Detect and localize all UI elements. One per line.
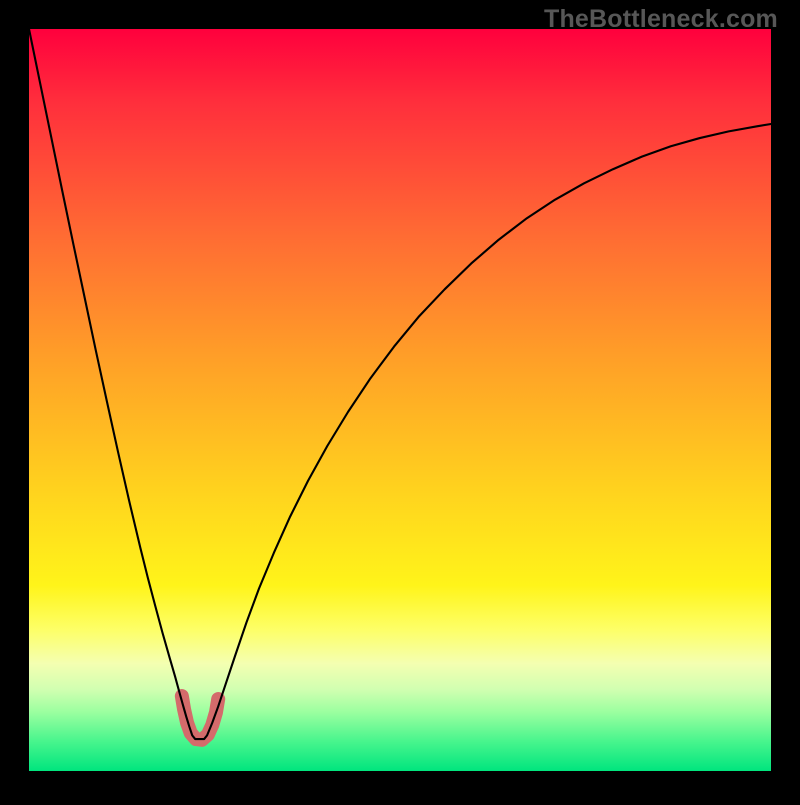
chart-root: TheBottleneck.com — [0, 0, 800, 800]
watermark-text: TheBottleneck.com — [544, 5, 778, 34]
plot-area — [29, 29, 771, 771]
bottleneck-chart-svg — [0, 0, 800, 800]
